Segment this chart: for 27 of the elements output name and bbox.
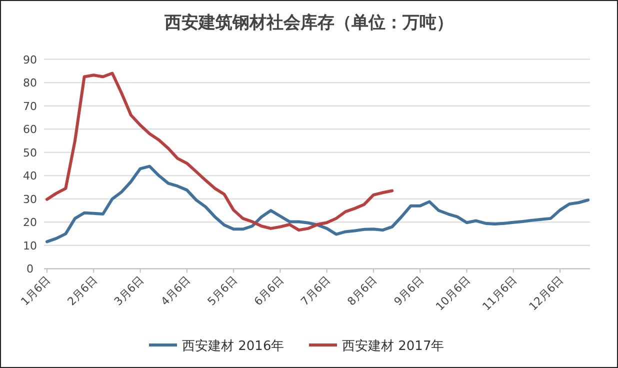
y-tick-label: 10 bbox=[23, 239, 37, 252]
x-tick-label: 6月6日 bbox=[252, 274, 286, 308]
x-tick-label: 1月6日 bbox=[18, 274, 54, 308]
y-tick-label: 50 bbox=[23, 146, 37, 160]
x-tick-label: 11月6日 bbox=[480, 274, 520, 314]
x-tick-label: 3月6日 bbox=[112, 274, 146, 308]
y-tick-label: 70 bbox=[23, 100, 37, 113]
legend-label: 西安建材 2017年 bbox=[342, 338, 444, 354]
y-tick-label: 90 bbox=[23, 53, 37, 66]
x-tick-label: 12月6日 bbox=[526, 274, 566, 314]
x-tick-label: 9月6日 bbox=[392, 274, 426, 308]
x-tick-label: 8月6日 bbox=[344, 274, 380, 308]
x-tick-label: 10月6日 bbox=[433, 274, 473, 314]
legend-label: 西安建材 2016年 bbox=[182, 338, 284, 354]
y-tick-label: 60 bbox=[23, 123, 37, 136]
x-tick-label: 4月6日 bbox=[158, 274, 194, 308]
y-tick-label: 0 bbox=[26, 262, 34, 276]
y-tick-label: 20 bbox=[23, 216, 37, 230]
x-tick-label: 7月6日 bbox=[298, 274, 333, 308]
line-series bbox=[46, 164, 590, 244]
y-tick-label: 30 bbox=[23, 192, 37, 206]
line-series bbox=[46, 72, 394, 232]
chart-title: 西安建筑钢材社会库存（单位：万吨） bbox=[164, 13, 454, 33]
x-tick-label: 5月6日 bbox=[205, 274, 240, 308]
y-tick-label: 40 bbox=[23, 170, 37, 183]
y-tick-label: 80 bbox=[23, 76, 37, 90]
x-tick-label: 2月6日 bbox=[65, 274, 100, 308]
